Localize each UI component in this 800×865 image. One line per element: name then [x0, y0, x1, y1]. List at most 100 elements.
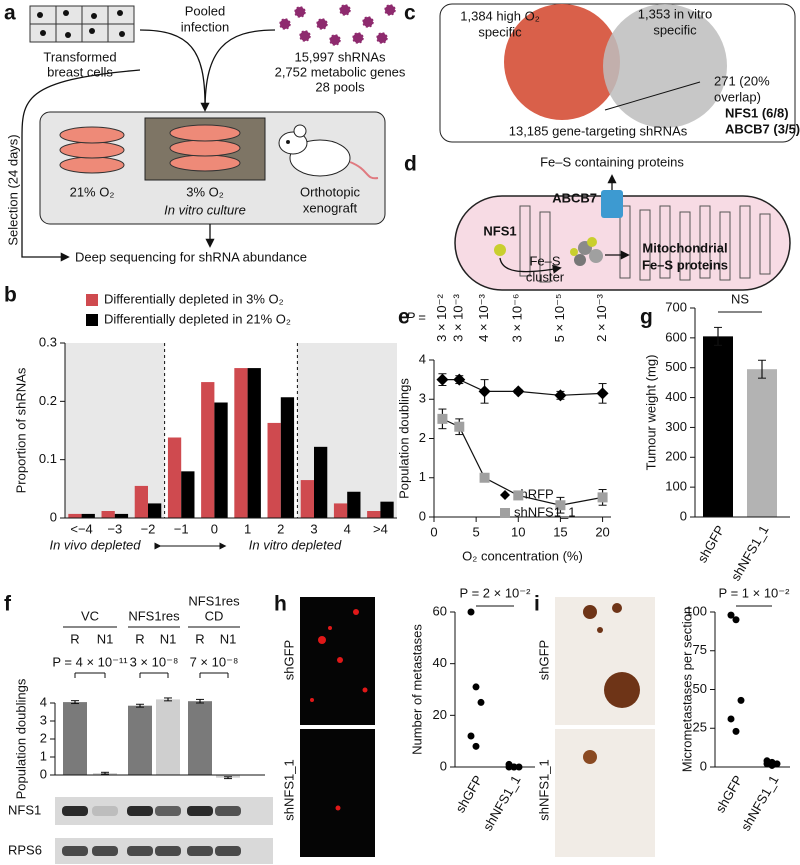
- bar: [247, 368, 261, 518]
- y-tick-label: 1: [40, 748, 47, 763]
- panel-letter: a: [4, 2, 16, 25]
- dot: [467, 608, 475, 616]
- p-value: 7 × 10⁻⁸: [190, 654, 239, 669]
- blot-band: [92, 846, 118, 856]
- x-tick-label: N1: [97, 631, 114, 646]
- bar: [128, 705, 152, 775]
- x-tick-label: shGFP: [452, 773, 485, 816]
- group-label: NFS1res: [128, 608, 180, 623]
- x-tick-label: −1: [174, 521, 189, 536]
- bar: [347, 491, 361, 518]
- label: 13,185 gene-targeting shRNAs: [509, 123, 688, 138]
- blot-label: RPS6: [8, 842, 42, 857]
- label: 271 (20%: [714, 73, 770, 88]
- y-tick-label: 2: [40, 730, 47, 745]
- x-tick-label: 0: [211, 521, 218, 536]
- x-tick-label: 0: [430, 524, 437, 539]
- label: Fe–S containing proteins: [540, 154, 684, 169]
- venn-circle: [504, 4, 620, 120]
- dot: [477, 698, 485, 706]
- bar: [81, 513, 95, 518]
- y-tick-label: 20: [433, 707, 447, 722]
- x-tick-label: shGFP: [712, 773, 745, 816]
- marker: [596, 387, 609, 400]
- image-spot: [583, 750, 597, 764]
- blot-band: [187, 846, 213, 856]
- label: Pooled: [185, 3, 225, 18]
- dot: [732, 616, 740, 624]
- label: cluster: [526, 269, 565, 284]
- y-tick-label: 25: [693, 720, 707, 735]
- legend-swatch: [86, 294, 98, 306]
- label: Fe–S proteins: [642, 257, 728, 272]
- enzyme: [494, 244, 506, 256]
- x-tick-label: 4: [344, 521, 351, 536]
- marker: [453, 373, 466, 386]
- dot: [737, 696, 745, 704]
- bar: [333, 503, 348, 518]
- x-tick-label: R: [195, 631, 204, 646]
- dot: [727, 715, 735, 723]
- panel-d: Fe–S containing proteins ABCB7 NFS1 Fe–S…: [454, 154, 791, 291]
- label: specific: [478, 24, 522, 39]
- x-tick-label: N1: [160, 631, 177, 646]
- panel-letter: e: [398, 306, 410, 329]
- dot: [510, 763, 518, 771]
- bar: [300, 480, 314, 518]
- dot: [472, 683, 480, 691]
- bar: [134, 485, 148, 518]
- p-value: 3 × 10⁻³: [451, 293, 466, 341]
- y-tick-label: 3: [40, 712, 47, 727]
- image-label: shGFP: [536, 640, 551, 680]
- label: Orthotopic: [300, 184, 360, 199]
- marker: [478, 385, 491, 398]
- y-tick-label: 200: [665, 449, 687, 464]
- x-tick-label: R: [70, 631, 79, 646]
- label: NFS1 (6/8): [725, 105, 789, 120]
- x-tick-label: 10: [511, 524, 525, 539]
- image: [555, 597, 655, 725]
- label: infection: [181, 19, 229, 34]
- y-tick-label: 400: [665, 389, 687, 404]
- blot-band: [92, 806, 118, 816]
- marker: [554, 389, 567, 402]
- y-tick-label: 0.1: [39, 451, 57, 466]
- x-tick-label: shNFS1_1: [480, 773, 524, 834]
- arrow: [499, 257, 562, 274]
- venn-circle: [603, 4, 727, 128]
- y-tick-label: 75: [693, 642, 707, 657]
- y-axis-label: Tumour weight (mg): [643, 355, 658, 471]
- label: 3% O₂: [186, 184, 224, 199]
- bar: [380, 501, 394, 518]
- y-axis-label: Number of metastases: [409, 624, 424, 755]
- label: 28 pools: [315, 79, 365, 94]
- label: xenograft: [303, 200, 358, 215]
- marker: [437, 413, 448, 424]
- x-tick-label: N1: [220, 631, 237, 646]
- annotation: In vitro depleted: [249, 537, 342, 552]
- p-value: P = 1 × 10⁻²: [719, 585, 791, 600]
- group-label: CD: [205, 608, 224, 623]
- annotation: In vivo depleted: [49, 537, 141, 552]
- y-tick-label: 1: [419, 469, 426, 484]
- dot: [768, 761, 776, 769]
- y-axis-label: Population doublings: [13, 678, 28, 799]
- y-axis-label: Proportion of shRNAs: [13, 367, 28, 493]
- bar: [148, 503, 162, 518]
- x-tick-label: <−4: [70, 521, 92, 536]
- label: Mitochondrial: [642, 240, 727, 255]
- y-tick-label: 0: [440, 758, 447, 773]
- bar: [747, 369, 777, 517]
- p-value: 2 × 10⁻³: [594, 293, 609, 341]
- y-tick-label: 0: [50, 509, 57, 524]
- marker: [454, 421, 465, 432]
- arrow: [139, 29, 206, 106]
- y-tick-label: 100: [685, 603, 707, 618]
- image-spots: [310, 609, 368, 702]
- y-tick-label: 300: [665, 419, 687, 434]
- legend-label: shRFP: [514, 486, 554, 501]
- y-tick-label: 0: [700, 758, 707, 773]
- label: specific: [653, 22, 697, 37]
- x-tick-label: 20: [595, 524, 609, 539]
